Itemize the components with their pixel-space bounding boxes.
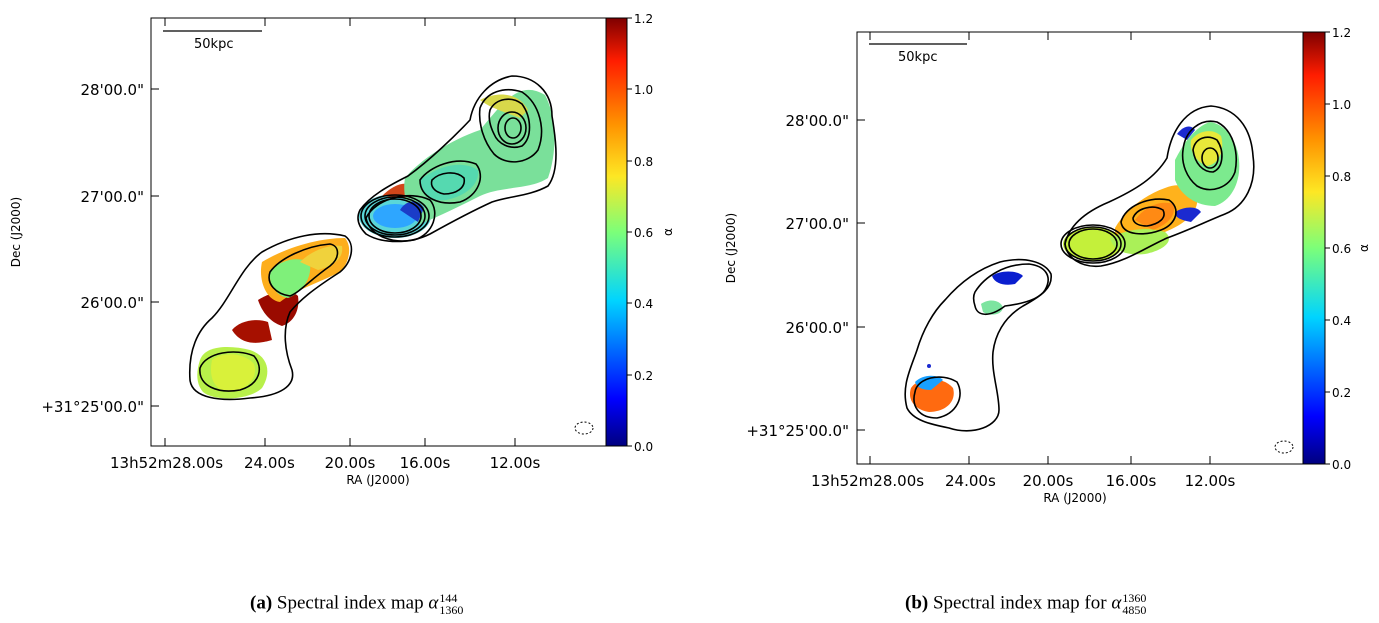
- figure-panel-a: 50kpc 28'00.0" 27'00.0" 26'00.0" +31°25'…: [0, 0, 690, 619]
- colorbar-tick-label: 1.2: [1332, 26, 1351, 40]
- dec-tick-label: +31°25'00.0": [41, 398, 144, 416]
- spectral-index-map-a: 50kpc 28'00.0" 27'00.0" 26'00.0" +31°25'…: [9, 12, 675, 487]
- lobe-south-blue-patch: [915, 375, 943, 390]
- mid-blue-patch: [992, 271, 1023, 285]
- y-axis-label: Dec (J2000): [724, 213, 738, 283]
- colorbar-tick-label: 1.2: [634, 12, 653, 26]
- beam-ellipse: [1274, 440, 1294, 454]
- x-axis-label: RA (J2000): [1043, 491, 1106, 505]
- caption-b: (b) Spectral index map for α 1360 4850: [905, 592, 1146, 616]
- colorbar-tick-label: 1.0: [634, 83, 653, 97]
- blue-dot: [927, 364, 931, 368]
- x-axis-label: RA (J2000): [346, 473, 409, 487]
- colorbar-label: α: [661, 228, 675, 236]
- colorbar-tick-label: 0.8: [1332, 170, 1351, 184]
- dec-tick-label: 28'00.0": [80, 81, 144, 99]
- figure-panel-b: 50kpc 28'00.0" 27'00.0" 26'00.0" +31°25'…: [705, 0, 1379, 619]
- dec-tick-label: +31°25'00.0": [746, 422, 849, 440]
- jet-red-segment: [232, 320, 272, 343]
- caption-text: Spectral index map for: [932, 592, 1107, 614]
- ra-tick-label: 20.00s: [1023, 472, 1074, 490]
- colorbar-tick-label: 0.0: [1332, 458, 1351, 472]
- caption-tag: (b): [905, 592, 929, 614]
- jet-orange-knot: [1135, 202, 1175, 230]
- caption-sup: 1360: [1122, 591, 1147, 605]
- core-color: [1063, 227, 1123, 261]
- dec-tick-label: 26'00.0": [785, 319, 849, 337]
- ra-tick-label: 16.00s: [1106, 472, 1157, 490]
- lobe-mid-core-color: [269, 259, 311, 298]
- colorbar: [1302, 31, 1326, 465]
- colorbar-tick-label: 0.6: [634, 226, 653, 240]
- dec-tick-label: 27'00.0": [80, 188, 144, 206]
- colorbar-tick-label: 1.0: [1332, 98, 1351, 112]
- caption-tag: (a): [250, 592, 273, 614]
- ra-tick-label: 24.00s: [945, 472, 996, 490]
- colorbar-tick-label: 0.0: [634, 440, 653, 454]
- caption-a: (a) Spectral index map α 144 1360: [250, 592, 463, 616]
- caption-text: Spectral index map: [276, 592, 424, 614]
- axis-ticks-b: [857, 32, 1211, 464]
- colorbar-tick-label: 0.6: [1332, 242, 1351, 256]
- ra-tick-label: 13h52m28.00s: [811, 472, 924, 490]
- colorbar-tick-label: 0.2: [1332, 386, 1351, 400]
- colorbar-tick-label: 0.2: [634, 369, 653, 383]
- ra-tick-label: 12.00s: [1185, 472, 1236, 490]
- scalebar-label: 50kpc: [898, 50, 937, 65]
- y-axis-label: Dec (J2000): [9, 197, 23, 267]
- color-map-a: [197, 89, 555, 399]
- dec-tick-label: 26'00.0": [80, 294, 144, 312]
- colorbar-ticks: [627, 17, 632, 447]
- ra-tick-label: 16.00s: [400, 454, 451, 472]
- beam-ellipse: [574, 421, 594, 435]
- caption-sub: 1360: [439, 603, 464, 617]
- core-blue-spot: [400, 201, 424, 222]
- ra-tick-label: 12.00s: [490, 454, 541, 472]
- colorbar-tick-label: 0.4: [1332, 314, 1351, 328]
- lobe-south-core-color: [210, 354, 256, 392]
- caption-sub: 4850: [1122, 603, 1147, 617]
- lobe-north-blue-spot: [1175, 207, 1201, 222]
- dec-tick-label: 28'00.0": [785, 112, 849, 130]
- caption-sup: 144: [439, 591, 458, 605]
- colorbar-tick-label: 0.4: [634, 297, 653, 311]
- contours-b: [904, 105, 1255, 432]
- colorbar-ticks: [1325, 31, 1330, 465]
- scalebar-label: 50kpc: [194, 37, 233, 52]
- caption-symbol: α: [1111, 592, 1122, 614]
- ra-tick-label: 20.00s: [325, 454, 376, 472]
- dec-tick-label: 27'00.0": [785, 215, 849, 233]
- colorbar-label: α: [1357, 244, 1371, 252]
- colorbar: [605, 17, 628, 447]
- ra-tick-label: 13h52m28.00s: [110, 454, 223, 472]
- axis-ticks-a: [151, 18, 516, 446]
- spectral-index-map-b: 50kpc 28'00.0" 27'00.0" 26'00.0" +31°25'…: [724, 26, 1371, 505]
- lobe-north-blue-tip: [1177, 126, 1195, 140]
- caption-symbol: α: [428, 592, 439, 614]
- contours-a: [188, 75, 557, 401]
- lobe-north-knot-color: [420, 164, 479, 201]
- colorbar-tick-label: 0.8: [634, 155, 653, 169]
- ra-tick-label: 24.00s: [244, 454, 295, 472]
